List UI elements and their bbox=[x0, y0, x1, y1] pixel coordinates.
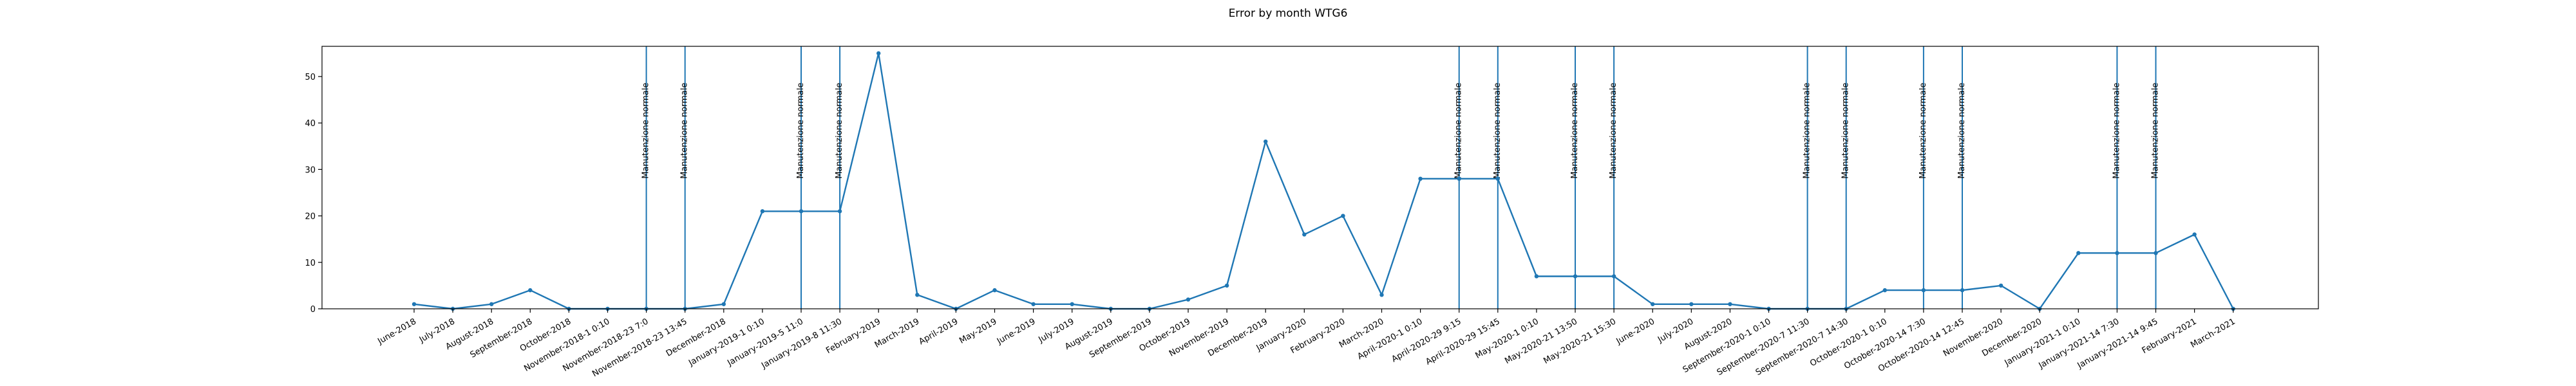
data-point bbox=[1611, 274, 1616, 279]
data-point bbox=[837, 209, 842, 214]
maintenance-line-label: Manutenzione normale bbox=[835, 82, 844, 178]
data-point bbox=[2154, 251, 2158, 255]
series-line-group bbox=[412, 51, 2235, 311]
series-line bbox=[413, 52, 2234, 310]
data-point bbox=[915, 293, 920, 297]
data-point bbox=[1302, 232, 1307, 237]
data-point bbox=[1418, 176, 1423, 181]
maintenance-line-label: Manutenzione normale bbox=[796, 82, 806, 178]
x-tick-label: April-2020-1 0:10 bbox=[1356, 317, 1425, 362]
maintenance-line-label: Manutenzione normale bbox=[1841, 82, 1851, 178]
y-tick-label: 0 bbox=[310, 305, 316, 315]
data-point bbox=[1960, 288, 1965, 293]
y-tick-label: 10 bbox=[305, 259, 316, 268]
data-point bbox=[1224, 283, 1229, 288]
data-point bbox=[1070, 302, 1074, 306]
x-tick-label: May-2020-21 13:50 bbox=[1503, 317, 1579, 366]
data-point bbox=[1573, 274, 1578, 279]
maintenance-line-label: Manutenzione normale bbox=[1803, 82, 1812, 178]
data-point bbox=[2076, 251, 2081, 255]
x-tick-label: May-2019 bbox=[958, 317, 998, 345]
maintenance-line-label: Manutenzione normale bbox=[680, 82, 690, 178]
maintenance-line-label: Manutenzione normale bbox=[1454, 82, 1464, 178]
data-point bbox=[489, 302, 494, 306]
data-point bbox=[799, 209, 804, 214]
data-point bbox=[1921, 288, 1926, 293]
x-tick-label: April-2019 bbox=[917, 317, 960, 347]
data-point bbox=[1031, 302, 1036, 306]
chart-title: Error by month WTG6 bbox=[1229, 7, 1348, 20]
x-tick-label: May-2020-1 0:10 bbox=[1474, 317, 1540, 360]
data-point bbox=[528, 288, 533, 293]
data-point bbox=[1264, 139, 1268, 144]
x-tick-label: April-2020-29 15:45 bbox=[1424, 317, 1501, 367]
maintenance-lines: Manutenzione normale Manutenzione normale… bbox=[641, 46, 2161, 309]
x-tick-label: June-2018 bbox=[375, 317, 418, 347]
data-point bbox=[1689, 302, 1694, 306]
data-point bbox=[992, 288, 997, 293]
data-point bbox=[1882, 288, 1887, 293]
x-tick-label: June-2019 bbox=[995, 317, 1037, 347]
data-point bbox=[2192, 232, 2197, 237]
data-point bbox=[1495, 176, 1500, 181]
y-tick-label: 40 bbox=[305, 119, 316, 129]
data-point bbox=[2115, 251, 2119, 255]
maintenance-line-label: Manutenzione normale bbox=[2112, 82, 2121, 178]
data-point bbox=[1728, 302, 1732, 306]
y-tick-label: 50 bbox=[305, 73, 316, 82]
data-point bbox=[721, 302, 726, 306]
y-tick-label: 20 bbox=[305, 212, 316, 222]
x-tick-label: June-2020 bbox=[1615, 317, 1657, 347]
data-point bbox=[1341, 214, 1345, 218]
data-point bbox=[1651, 302, 1655, 306]
maintenance-line-label: Manutenzione normale bbox=[1957, 82, 1967, 178]
x-tick-label: May-2020-21 15:30 bbox=[1542, 317, 1618, 366]
data-point bbox=[1534, 274, 1539, 279]
data-point bbox=[1186, 297, 1191, 302]
y-tick-label: 30 bbox=[305, 165, 316, 175]
data-point bbox=[1998, 283, 2003, 288]
maintenance-line-label: Manutenzione normale bbox=[1493, 82, 1502, 178]
maintenance-line-label: Manutenzione normale bbox=[641, 82, 651, 178]
data-point bbox=[1379, 293, 1384, 297]
data-point bbox=[876, 51, 881, 56]
data-point bbox=[1457, 176, 1461, 181]
maintenance-line-label: Manutenzione normale bbox=[1570, 82, 1580, 178]
plot-frame bbox=[321, 46, 2319, 309]
data-point bbox=[760, 209, 765, 214]
maintenance-line-label: Manutenzione normale bbox=[1609, 82, 1618, 178]
maintenance-line-label: Manutenzione normale bbox=[2151, 82, 2161, 178]
maintenance-line-label: Manutenzione normale bbox=[1918, 82, 1928, 178]
data-point bbox=[412, 302, 417, 306]
